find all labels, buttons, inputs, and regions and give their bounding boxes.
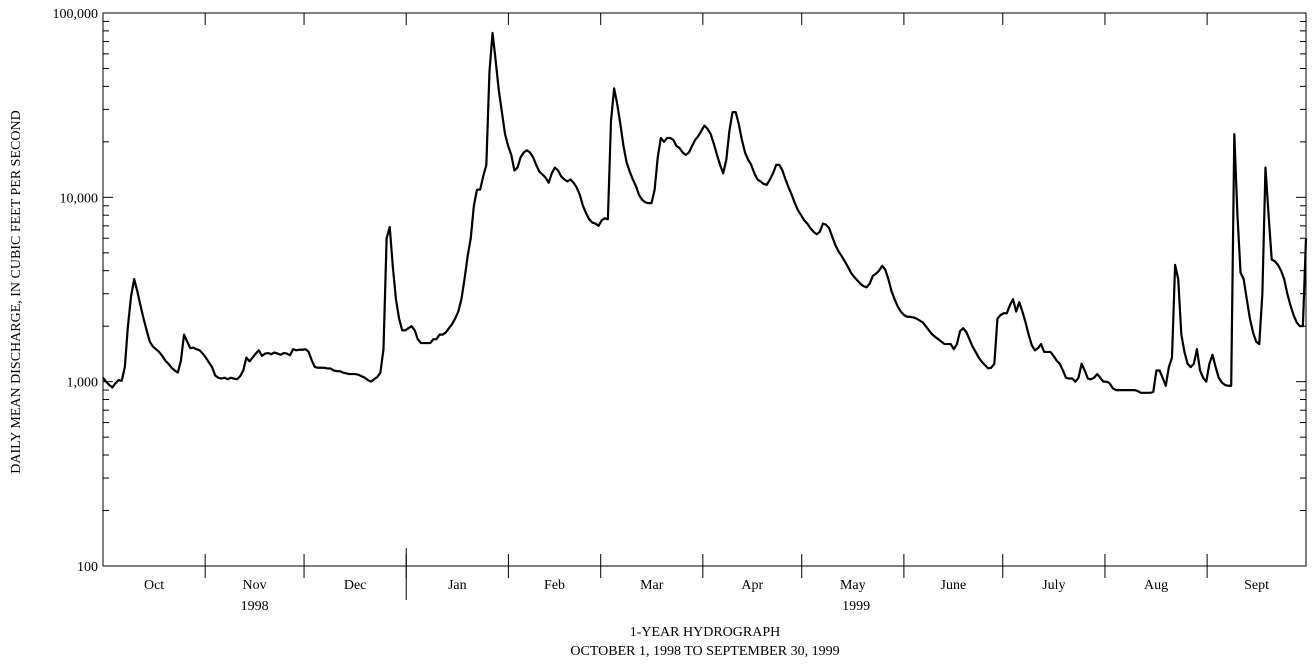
y-tick-label: 1,000 (67, 376, 99, 391)
year-labels: 1998 1999 (241, 599, 871, 614)
month-label: Aug (1144, 578, 1168, 593)
month-label: Mar (640, 578, 664, 593)
plot-border (102, 12, 1307, 567)
y-tick-label: 100 (77, 560, 98, 575)
year-label: 1998 (241, 599, 269, 614)
month-label: Feb (544, 578, 565, 593)
month-label: Apr (741, 578, 763, 593)
y-tick-label: 100,000 (53, 7, 99, 22)
year-label: 1999 (842, 599, 870, 614)
x-axis-ticks (204, 13, 1208, 600)
y-axis-title: DAILY MEAN DISCHARGE, IN CUBIC FEET PER … (9, 110, 24, 473)
x-axis-title-line-2: OCTOBER 1, 1998 TO SEPTEMBER 30, 1999 (570, 644, 839, 659)
month-label: May (840, 578, 866, 593)
month-label: Nov (243, 578, 267, 593)
month-labels: Oct Nov Dec Jan Feb Mar Apr May June July Aug Sept (144, 578, 1269, 593)
discharge-series-line (102, 31, 1308, 394)
month-label: Oct (144, 578, 164, 593)
plot-frame (102, 12, 1307, 567)
y-tick-label: 10,000 (60, 191, 99, 206)
x-axis-title-line-1: 1-YEAR HYDROGRAPH (630, 625, 781, 640)
month-label: July (1042, 578, 1065, 593)
month-label: Dec (344, 578, 367, 593)
month-label: June (941, 578, 967, 593)
month-label: Jan (448, 578, 467, 593)
y-axis-tick-labels: 100 1,000 10,000 100,000 (53, 7, 99, 575)
month-label: Sept (1244, 578, 1269, 593)
y-axis-ticks (103, 20, 1306, 512)
